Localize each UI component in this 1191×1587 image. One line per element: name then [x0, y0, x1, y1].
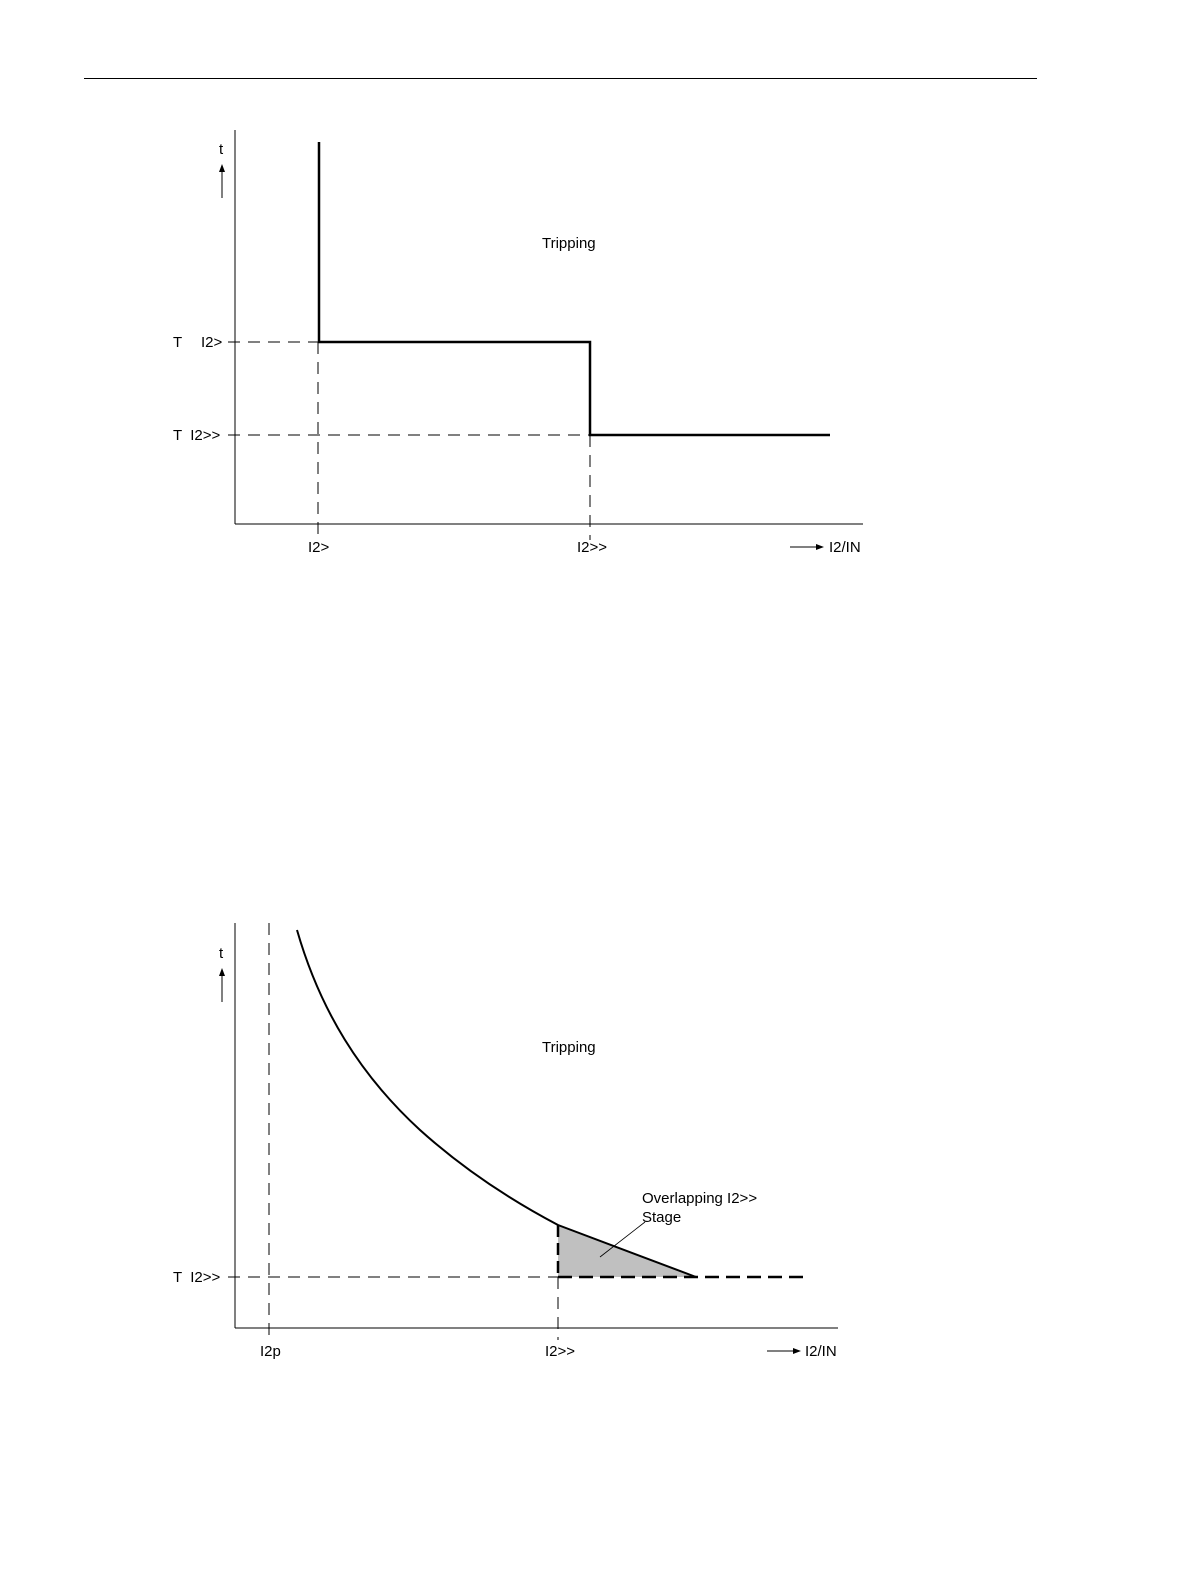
t-arrow-head	[219, 164, 225, 172]
x-tick-I2-gtgt: I2>>	[545, 1343, 575, 1360]
page-header-rule	[84, 78, 1037, 79]
inverse-time-diagram: t Tripping Overlapping I2>> Stage T I2>>…	[173, 923, 838, 1360]
tripping-characteristic	[317, 142, 830, 437]
x-tick-I2p: I2p	[260, 1343, 281, 1360]
label-I2-gt: I2>	[201, 334, 223, 351]
overlap-leader	[599, 1221, 646, 1258]
t-axis-label: t	[219, 945, 224, 962]
t-axis-label: t	[219, 141, 224, 158]
x-tick-I2-gt: I2>	[308, 539, 330, 556]
label-T-I2-gtgt: T I2>>	[173, 427, 220, 444]
tripping-label: Tripping	[542, 235, 596, 252]
x-arrow-head	[816, 544, 824, 550]
label-T-I2-gtgt: T I2>>	[173, 1269, 220, 1286]
x-tick-I2-gtgt: I2>>	[577, 539, 607, 556]
x-arrow-head	[793, 1348, 801, 1354]
x-axis-label: I2/IN	[805, 1343, 837, 1360]
x-axis-label: I2/IN	[829, 539, 861, 556]
overlap-label-line1: Overlapping I2>>	[642, 1190, 757, 1207]
tripping-label: Tripping	[542, 1039, 596, 1056]
overlap-label-line2: Stage	[642, 1209, 681, 1226]
t-arrow-head	[219, 968, 225, 976]
definite-time-diagram: t T I2> T I2>> Tripping I2> I2>> I2/IN	[173, 130, 863, 556]
inverse-time-curve	[296, 929, 697, 1278]
label-T: T	[173, 334, 182, 351]
